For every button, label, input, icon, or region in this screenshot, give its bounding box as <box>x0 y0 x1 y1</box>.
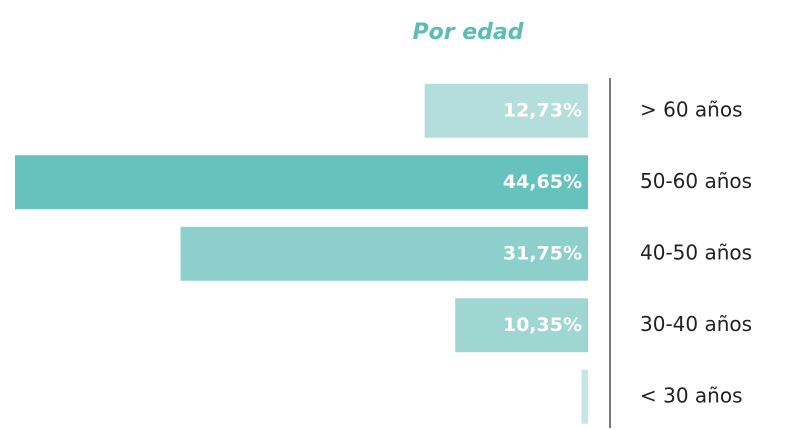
value-label: 12,73% <box>503 99 582 121</box>
category-label: 50-60 años <box>640 169 752 193</box>
value-label: 31,75% <box>503 242 582 264</box>
value-label: 44,65% <box>503 171 582 193</box>
category-label: 40-50 años <box>640 240 752 264</box>
bar <box>455 298 588 353</box>
bar <box>15 155 588 210</box>
bar <box>424 83 588 138</box>
category-label: < 30 años <box>640 383 743 407</box>
chart-title: Por edad <box>412 20 523 45</box>
value-label: 0,51% <box>516 385 582 407</box>
bar <box>581 369 588 424</box>
category-label: 30-40 años <box>640 312 752 336</box>
value-label: 10,35% <box>503 314 582 336</box>
category-label: > 60 años <box>640 97 743 121</box>
bar <box>180 226 588 281</box>
